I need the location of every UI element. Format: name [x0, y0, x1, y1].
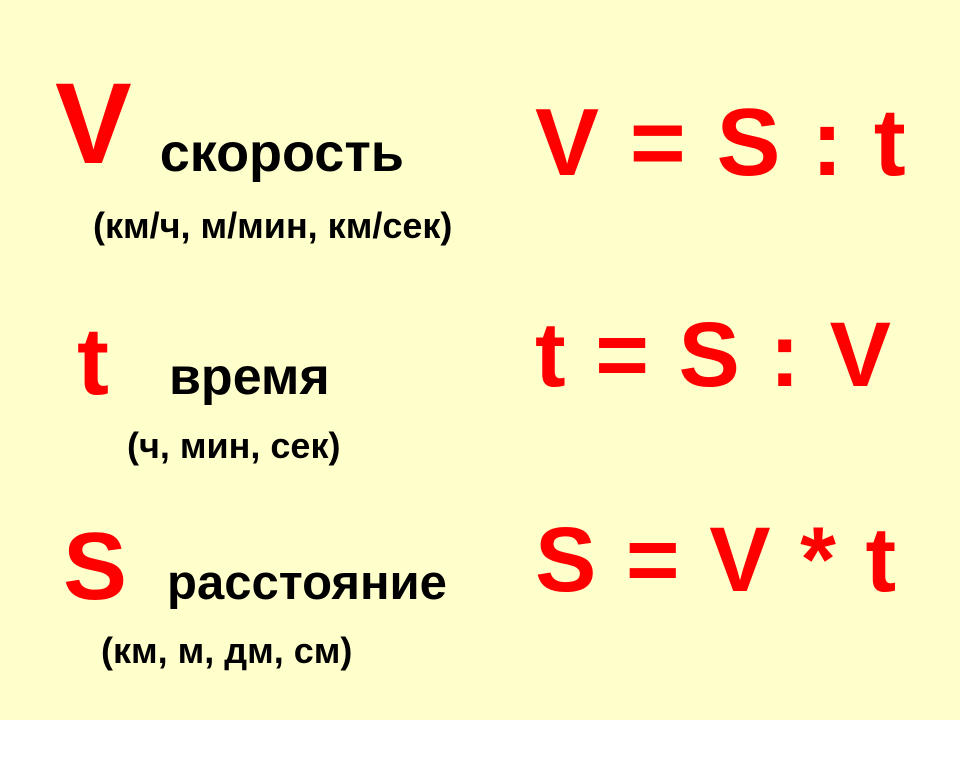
distance-label: расстояние	[167, 559, 447, 608]
speed-units: (км/ч, м/мин, км/сек)	[93, 208, 535, 244]
time-definition: t время (ч, мин, сек)	[55, 314, 535, 464]
speed-symbol-block: V скорость	[55, 75, 535, 190]
distance-symbol-block: S расстояние	[55, 519, 535, 615]
time-symbol: t	[77, 314, 109, 410]
time-symbol-block: t время	[55, 314, 535, 410]
time-label: время	[169, 351, 330, 403]
speed-symbol: V	[55, 67, 130, 182]
speed-formula: V = S : t	[535, 95, 908, 191]
distance-symbol: S	[63, 519, 127, 615]
speed-row: V скорость (км/ч, м/мин, км/сек) V = S :…	[55, 75, 920, 244]
speed-label: скорость	[160, 126, 404, 180]
time-row: t время (ч, мин, сек) t = S : V	[55, 314, 920, 464]
time-units: (ч, мин, сек)	[127, 428, 535, 464]
distance-definition: S расстояние (км, м, дм, см)	[55, 519, 535, 669]
distance-formula: S = V * t	[535, 514, 898, 606]
speed-definition: V скорость (км/ч, м/мин, км/сек)	[55, 75, 535, 244]
distance-row: S расстояние (км, м, дм, см) S = V * t	[55, 519, 920, 669]
formula-sheet: V скорость (км/ч, м/мин, км/сек) V = S :…	[0, 0, 960, 779]
distance-units: (км, м, дм, см)	[101, 633, 535, 669]
time-formula: t = S : V	[535, 309, 893, 401]
